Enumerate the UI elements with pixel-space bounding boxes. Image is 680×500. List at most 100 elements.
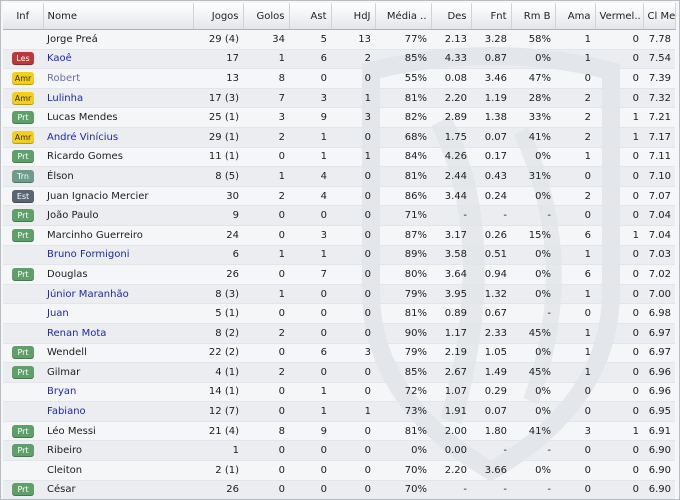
pass-completion-cell: 71% [375,205,431,226]
table-row[interactable]: Juan 5 (1) 0 0 0 81% 0.89 0.67-0 0 6.98 [3,303,675,324]
column-header-fnt[interactable]: Fnt [471,3,512,30]
assists-cell: 0 [289,303,331,324]
column-header-ama[interactable]: Ama [555,3,596,30]
player-name-link[interactable]: Bruno Formigoni [47,249,130,261]
tackles-cell: 2.13 [431,29,471,50]
player-name-link[interactable]: Ricardo Gomes [47,151,123,163]
info-cell: Prt [3,343,43,364]
column-header-ast[interactable]: Ast [289,3,332,30]
player-name-link[interactable]: Cleiton [47,464,83,476]
red-cards-cell: 1 [595,127,643,148]
table-row[interactable]: Bruno Formigoni 6 1 1 0 89% 3.58 0.51 0% 1 0 7.03 [3,245,675,266]
player-name-link[interactable]: João Paulo [47,210,99,222]
player-name-link[interactable]: Jorge Preá [47,33,98,45]
table-row[interactable]: Prt Ribeiro 1 0 0 0 0% 0.00- -0 0 6.90 [3,440,675,462]
info-cell: Prt [3,205,43,226]
player-name-link[interactable]: Élson [47,170,74,182]
table-row[interactable]: Prt Gilmar 4 (1) 2 0 0 85% 2.67 1.49 45% 1 0 6.96 [3,362,675,383]
player-name-cell: Robert [43,68,193,89]
player-name-link[interactable]: Renan Mota [47,327,107,339]
goals-cell: 0 [243,343,289,364]
player-name-link[interactable]: Kaoê [47,53,72,65]
column-header-jogos[interactable]: Jogos [193,3,244,30]
player-name-link[interactable]: Wendell [47,347,87,359]
table-row[interactable]: Prt João Paulo 9 0 0 0 71% - - -0 0 7.04 [3,205,675,226]
column-header-hdj[interactable]: HdJ [331,3,376,30]
yellow-cards-cell: 1 [555,343,595,364]
column-header-media-passes[interactable]: Média .. [375,3,432,30]
pass-completion-cell: 81% [375,166,431,187]
red-cards-cell: 1 [595,225,643,246]
player-name-link[interactable]: Bryan [47,386,77,398]
table-row[interactable]: Prt Ricardo Gomes 11 (1) 0 1 1 84% 4.26 0.17 0% 1 0… [3,147,675,168]
avg-rating-cell: 7.02 [643,264,675,285]
info-cell: Prt [3,147,43,168]
table-row[interactable]: Bryan 14 (1) 0 1 0 72% 1.07 0.29 0% 0 0 6.96 [3,382,675,403]
pass-completion-cell: 55% [375,68,431,89]
player-of-match-cell: 0 [331,421,375,442]
pass-completion-cell: 79% [375,343,431,364]
table-row[interactable]: Prt Douglas 26 0 7 0 80% 3.64 0.94 0% 6 0 7.02 [3,264,675,285]
table-row[interactable]: Jorge Preá 29 (4) 34 5 13 77% 2.13 3.28 58% 1 0 7.7… [3,29,675,50]
tackles-cell: 1.75 [431,127,471,148]
games-cell: 21 (4) [193,421,243,442]
player-name-link[interactable]: Douglas [47,268,88,280]
table-row[interactable]: Prt Marcinho Guerreiro 24 0 3 0 87% 3.17 0.26 15%… [3,225,675,246]
player-name-link[interactable]: Júnior Maranhão [47,288,129,300]
tackles-cell: 4.33 [431,49,471,70]
player-name-link[interactable]: André Vinícius [47,131,119,143]
table-row[interactable]: Prt Lucas Mendes 25 (1) 3 9 3 82% 2.89 1.38 33% 2 1… [3,107,675,128]
column-header-vermelhos[interactable]: Vermel.. [595,3,644,30]
games-cell: 8 (5) [193,166,243,187]
player-name-link[interactable]: Gilmar [47,366,81,378]
player-name-cell: João Paulo [43,205,193,226]
yellow-cards-cell: 0 [555,460,595,481]
player-name-link[interactable]: Ribeiro [47,445,83,457]
key-passes-cell: 0.24 [471,186,511,207]
assists-cell: 7 [289,264,331,285]
table-row[interactable]: Prt César 26 0 0 0 70% - - -0 0 6.90 [3,480,675,499]
pass-completion-cell: 79% [375,284,431,305]
table-row[interactable]: Est Juan Ignacio Mercier 30 2 4 0 86% 3.44 0.24 0… [3,186,675,207]
red-cards-cell: 0 [595,343,643,364]
player-name-cell: Wendell [43,343,193,364]
player-name-link[interactable]: Lucas Mendes [47,112,118,124]
column-header-golos[interactable]: Golos [243,3,290,30]
table-row[interactable]: Amr Lulinha 17 (3) 7 3 1 81% 2.20 1.19 28% 2 0 7.32 [3,88,675,109]
player-name-link[interactable]: Robert [47,72,81,84]
player-name-link[interactable]: Marcinho Guerreiro [47,229,143,241]
key-passes-cell: 0.17 [471,147,511,168]
table-row[interactable]: Cleiton 2 (1) 0 0 0 70% 2.20 3.66 0% 0 0 6.90 [3,460,675,481]
column-header-name[interactable]: Nome [43,3,194,30]
player-name-link[interactable]: Fabiano [47,406,86,418]
pass-completion-cell: 68% [375,127,431,148]
player-name-link[interactable]: Juan [47,308,69,320]
table-row[interactable]: Prt Wendell 22 (2) 0 6 3 79% 2.19 1.05 0% 1 0 6.97 [3,343,675,364]
player-name-link[interactable]: Léo Messi [47,425,96,437]
player-name-link[interactable]: Juan Ignacio Mercier [47,190,149,202]
games-cell: 29 (4) [193,29,243,50]
table-row[interactable]: Trn Élson 8 (5) 1 4 0 81% 2.44 0.43 31% 0 0 7.10 [3,166,675,187]
red-cards-cell: 1 [595,421,643,442]
key-passes-cell: 3.28 [471,29,511,50]
table-row[interactable]: Prt Léo Messi 21 (4) 8 9 0 81% 2.00 1.80 41% 3 1 6.9… [3,421,675,442]
player-name-link[interactable]: César [47,484,76,496]
player-name-link[interactable]: Lulinha [47,92,84,104]
table-row[interactable]: Júnior Maranhão 8 (3) 1 0 0 79% 3.95 1.32 0% 1 0 7.… [3,284,675,305]
assists-cell: 5 [289,29,331,50]
table-row[interactable]: Amr André Vinícius 29 (1) 2 1 0 68% 1.75 0.07 41%… [3,127,675,148]
table-row[interactable]: Les Kaoê 17 1 6 2 85% 4.33 0.87 0% 1 0 7.54 [3,49,675,70]
player-stats-table: Inf Nome Jogos Golos Ast HdJ Média .. De… [3,3,676,499]
red-cards-cell: 0 [595,440,643,462]
column-header-inf[interactable]: Inf [3,3,44,30]
table-row[interactable]: Renan Mota 8 (2) 2 0 0 90% 1.17 2.33 45% 1 0 6.97 [3,323,675,344]
table-row[interactable]: Fabiano 12 (7) 0 1 1 73% 1.91 0.07 0% 0 0 6.95 [3,401,675,422]
column-header-cl-med[interactable]: Cl Med [643,3,676,30]
column-header-des[interactable]: Des [431,3,472,30]
games-cell: 26 [193,264,243,285]
player-name-cell: Gilmar [43,362,193,383]
table-row[interactable]: Amr Robert 13 8 0 0 55% 0.08 3.46 47% 0 0 7.39 [3,68,675,89]
info-cell: Prt [3,107,43,128]
column-header-rmb[interactable]: Rm B [511,3,556,30]
shots-on-target-cell: 0% [511,284,555,305]
